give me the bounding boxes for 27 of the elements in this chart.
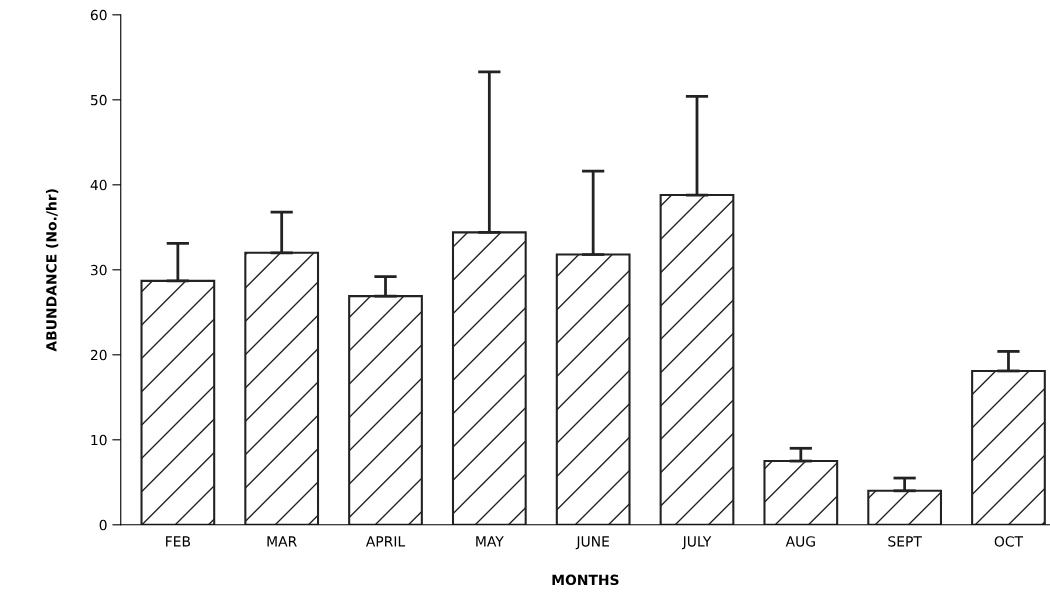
y-axis-title: ABUNDANCE (No./hr): [45, 189, 59, 352]
x-tick-label: SEPT: [888, 536, 922, 547]
x-tick-label: FEB: [166, 536, 191, 547]
y-tick-label: 20: [90, 349, 107, 361]
x-tick-label: APRIL: [365, 536, 406, 547]
bar: [659, 193, 735, 525]
bar: [244, 251, 320, 525]
y-tick-label: 60: [90, 9, 107, 21]
x-tick-label: JULY: [681, 536, 712, 550]
bar: [451, 231, 527, 525]
bar: [348, 295, 423, 525]
x-tick-label: MAR: [267, 536, 297, 547]
x-tick-label: AUG: [785, 536, 815, 547]
y-tick-label: 10: [91, 434, 107, 446]
bar: [140, 279, 216, 525]
x-axis-title: MONTHS: [552, 574, 619, 586]
x-tick-label: OCT: [994, 536, 1024, 547]
y-tick-label: 50: [90, 94, 107, 106]
bar: [763, 460, 839, 525]
bar: [555, 253, 631, 525]
bar: [867, 489, 943, 525]
y-tick-label: 30: [90, 264, 107, 276]
x-tick-label: MAY: [476, 536, 504, 547]
bar: [971, 369, 1046, 525]
y-tick-label: 40: [90, 179, 107, 191]
x-tick-label: JUNE: [575, 536, 609, 550]
y-tick-label: 0: [99, 519, 107, 531]
